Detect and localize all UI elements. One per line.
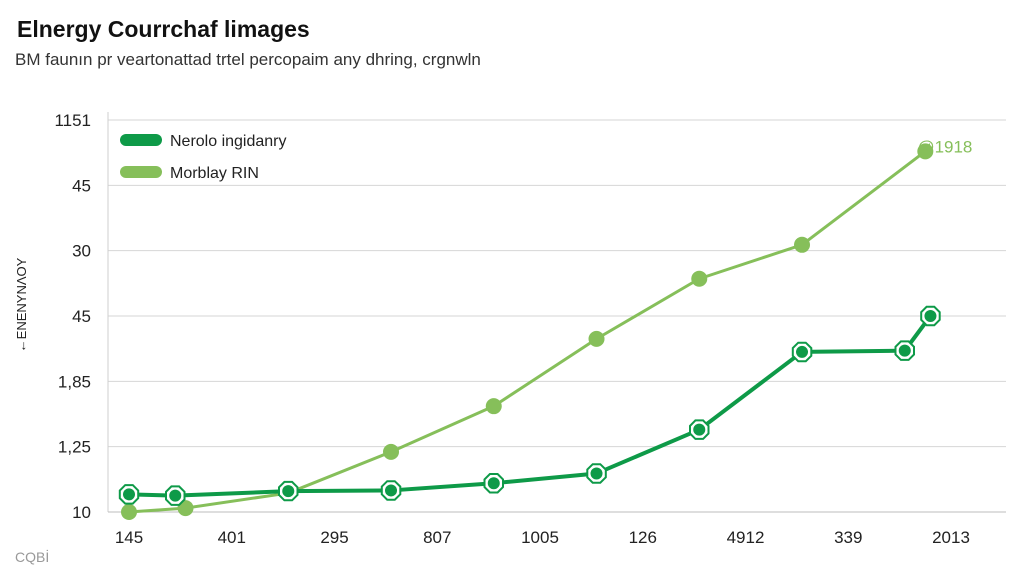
- data-point: [796, 345, 809, 358]
- data-point: [385, 484, 398, 497]
- data-point: [383, 443, 400, 460]
- data-point: [282, 485, 295, 498]
- data-point: [588, 330, 605, 347]
- data-point: [898, 344, 911, 357]
- footer-note: CQBİ: [15, 549, 50, 565]
- data-point: [123, 488, 135, 501]
- y-tick-label: 45: [72, 176, 91, 195]
- x-tick-label: 2013: [932, 528, 970, 547]
- x-tick-label: 126: [629, 528, 657, 547]
- x-tick-label: 295: [320, 528, 348, 547]
- x-tick-label: 1005: [521, 528, 559, 547]
- y-tick-label: 1,25: [58, 438, 91, 457]
- data-point: [169, 489, 182, 502]
- chart-subtitle: BM faunın pr veartonattad trtel percopai…: [15, 50, 481, 69]
- legend-label: Morblay RIN: [170, 165, 259, 182]
- x-tick-label: 339: [834, 528, 862, 547]
- x-tick-label: 807: [423, 528, 451, 547]
- series-line: [128, 150, 927, 514]
- data-point: [924, 310, 937, 322]
- series-annotation: @1918: [917, 137, 972, 156]
- y-tick-label: 1,85: [58, 372, 91, 391]
- chart-title: Elnergy Courrchaf limages: [17, 16, 310, 42]
- x-tick-label: 401: [218, 528, 246, 547]
- data-point: [177, 500, 194, 517]
- y-tick-label: 10: [72, 503, 91, 522]
- y-axis-label: ←ENENYNΛOY: [14, 257, 29, 352]
- y-tick-label: 30: [72, 242, 91, 261]
- data-point: [693, 423, 706, 436]
- y-tick-label: 1151: [54, 111, 91, 130]
- legend-label: Nerolo ingidanry: [170, 133, 287, 150]
- data-point: [485, 398, 502, 415]
- data-point: [121, 504, 137, 520]
- data-point: [487, 477, 500, 490]
- y-tick-label: 45: [72, 307, 91, 326]
- data-point: [794, 236, 811, 253]
- x-tick-label: 145: [115, 528, 143, 547]
- data-point: [917, 143, 934, 160]
- data-point: [691, 270, 708, 287]
- data-point: [590, 467, 603, 480]
- x-tick-label: 4912: [727, 528, 765, 547]
- series-line: [128, 314, 933, 498]
